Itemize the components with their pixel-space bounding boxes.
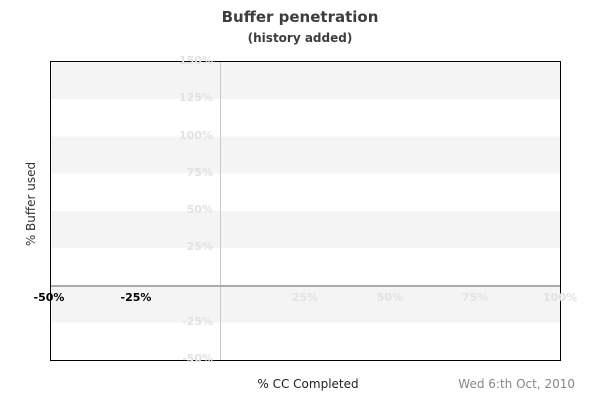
y-axis-title: % Buffer used (24, 161, 38, 247)
chart-subtitle: (history added) (247, 31, 353, 45)
x-tick-label: 25% (291, 291, 319, 304)
y-zero-gridline (51, 285, 560, 287)
plot-area: 150% 125% 100% 75% 50% 25% -25% -50% -50… (34, 54, 577, 365)
footer-date: Wed 6:th Oct, 2010 (458, 377, 575, 391)
y-tick-label: 25% (186, 240, 213, 253)
x-tick-label: 100% (543, 291, 577, 304)
y-tick-label: -50% (182, 352, 213, 365)
y-tick-label: 150% (179, 54, 213, 67)
x-tick-label: 75% (461, 291, 489, 304)
x-axis-title: % CC Completed (257, 377, 359, 391)
y-tick-label: 50% (186, 203, 213, 216)
chart-title: Buffer penetration (221, 8, 379, 26)
y-tick-label: 100% (179, 129, 213, 142)
y-tick-label: 75% (186, 166, 213, 179)
x-tick-label: -50% (33, 291, 65, 304)
x-zero-gridline (220, 62, 221, 360)
y-tick-label: 125% (179, 91, 213, 104)
y-tick-label: -25% (182, 315, 213, 328)
x-tick-label: -25% (120, 291, 152, 304)
x-tick-label: 50% (376, 291, 404, 304)
